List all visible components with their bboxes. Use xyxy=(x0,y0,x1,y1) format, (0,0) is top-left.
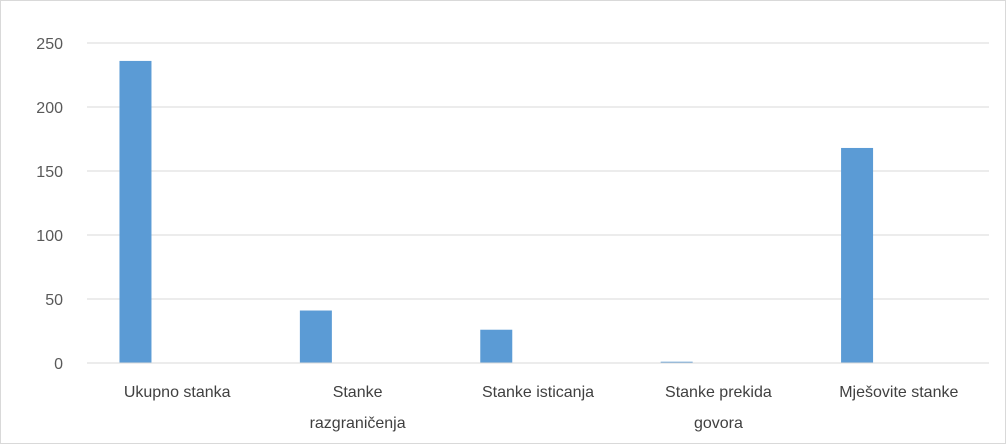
x-tick-label: Stanke prekida xyxy=(665,384,772,401)
x-tick-label: Stanke xyxy=(333,384,383,401)
y-tick-label: 150 xyxy=(36,164,63,181)
bar xyxy=(299,310,332,363)
y-tick-label: 200 xyxy=(36,100,63,117)
gridlines xyxy=(87,42,989,300)
y-axis-tick-labels: 0 50 100 150 200 250 xyxy=(36,36,63,373)
x-tick-label: Mješovite stanke xyxy=(839,384,958,401)
x-tick-label: Ukupno stanka xyxy=(124,384,231,401)
bar xyxy=(660,361,693,363)
x-tick-label: Stanke isticanja xyxy=(482,384,594,401)
x-tick-label: govora xyxy=(694,415,743,432)
y-tick-label: 50 xyxy=(45,292,63,309)
y-tick-label: 0 xyxy=(54,356,63,373)
bars xyxy=(119,60,874,364)
y-tick-label: 100 xyxy=(36,228,63,245)
x-axis-category-labels: Ukupno stanka Stanke razgraničenja Stanke i… xyxy=(124,384,959,432)
x-tick-label: razgraničenja xyxy=(310,415,406,432)
y-tick-label: 250 xyxy=(36,36,63,53)
bar xyxy=(119,60,152,364)
bar xyxy=(841,147,874,363)
bar xyxy=(480,329,513,363)
